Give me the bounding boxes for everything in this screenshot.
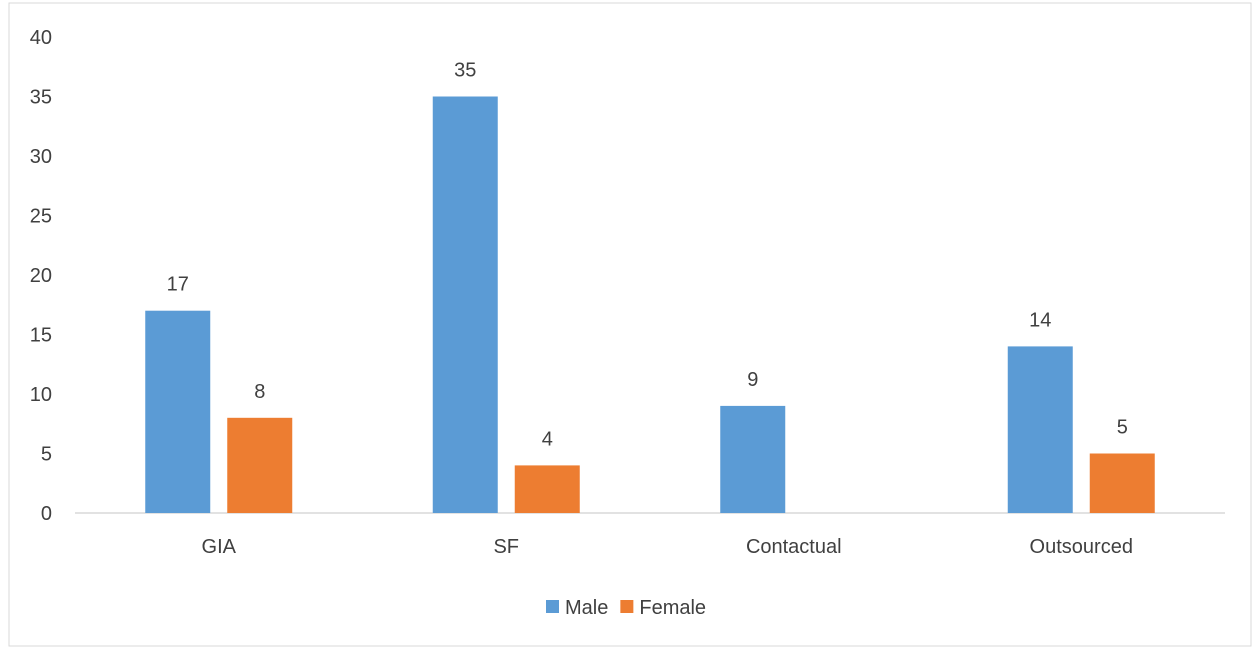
y-tick-label: 15 [30, 325, 52, 347]
data-label-female-outsourced: 5 [1117, 417, 1128, 439]
y-tick-label: 10 [30, 384, 52, 406]
bars [145, 96, 1155, 513]
legend-label-male: Male [565, 597, 608, 619]
bar-female-sf [514, 465, 580, 513]
data-label-male-contactual: 9 [747, 369, 758, 391]
data-label-male-sf: 35 [454, 60, 476, 82]
bar-male-gia [145, 310, 211, 513]
data-label-female-sf: 4 [542, 428, 553, 450]
legend: Male Female [546, 597, 706, 619]
legend-swatch-male [546, 600, 559, 613]
data-label-male-outsourced: 14 [1029, 309, 1051, 331]
y-axis-ticks: 0 5 10 15 20 25 30 35 40 [30, 27, 52, 525]
bar-female-outsourced [1089, 453, 1155, 513]
category-labels: GIA SF Contactual Outsourced [202, 536, 1133, 558]
data-labels: 17 8 35 4 9 14 5 [167, 60, 1128, 451]
y-tick-label: 0 [41, 503, 52, 525]
legend-label-female: Female [639, 597, 706, 619]
y-tick-label: 30 [30, 146, 52, 168]
y-tick-label: 25 [30, 206, 52, 228]
y-tick-label: 35 [30, 87, 52, 109]
category-label-sf: SF [493, 536, 519, 558]
category-label-contactual: Contactual [746, 536, 842, 558]
legend-swatch-female [620, 600, 634, 613]
y-tick-label: 20 [30, 265, 52, 287]
category-label-outsourced: Outsourced [1030, 536, 1133, 558]
y-tick-label: 40 [30, 27, 52, 49]
chart-border [8, 2, 1252, 647]
bar-male-contactual [720, 405, 786, 513]
y-tick-label: 5 [41, 444, 52, 466]
bar-female-gia [227, 417, 293, 513]
category-label-gia: GIA [202, 536, 237, 558]
bar-male-outsourced [1007, 346, 1073, 513]
data-label-female-gia: 8 [254, 381, 265, 403]
bar-male-sf [432, 96, 498, 513]
data-label-male-gia: 17 [167, 274, 189, 296]
